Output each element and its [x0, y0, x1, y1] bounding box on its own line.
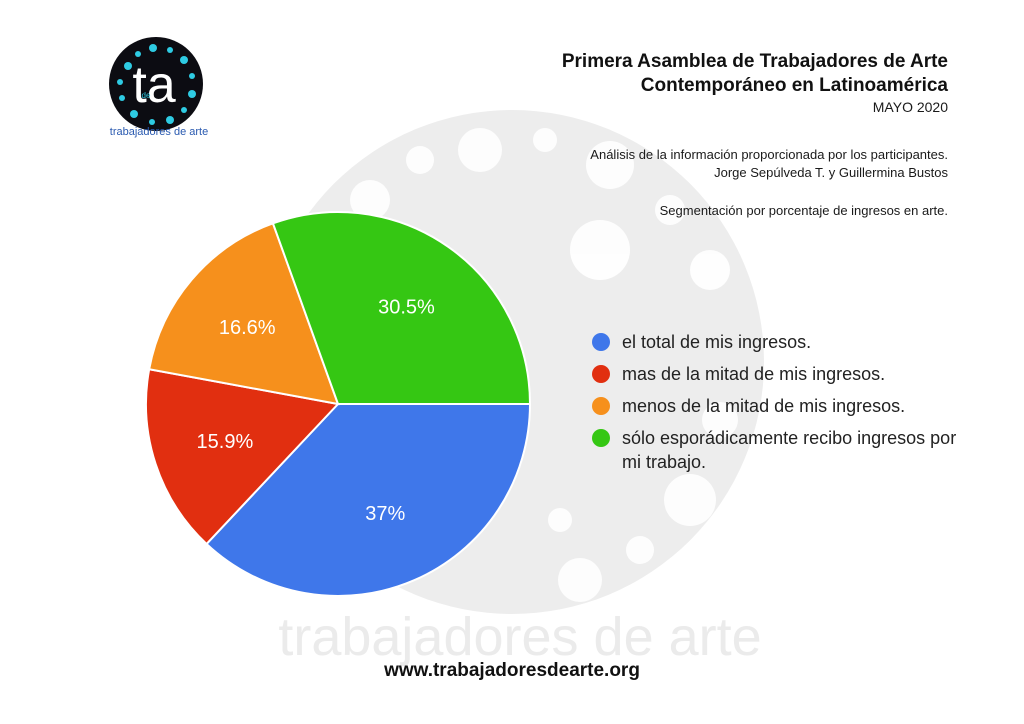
pie-slice-label: 37%: [365, 503, 405, 525]
legend-item: el total de mis ingresos.: [592, 330, 972, 354]
date-label: MAYO 2020: [872, 99, 948, 115]
legend-swatch-icon: [592, 333, 610, 351]
legend-label: sólo esporádicamente recibo ingresos por…: [622, 428, 957, 472]
legend-swatch-icon: [592, 429, 610, 447]
logo-letters: ta: [132, 56, 175, 114]
legend-item: menos de la mitad de mis ingresos.: [592, 394, 972, 418]
page-title-line1: Primera Asamblea de Trabajadores de Arte: [561, 51, 948, 72]
pie-slice: [205, 403, 532, 597]
credits-line1: Análisis de la información proporcionada…: [590, 147, 948, 162]
legend-swatch-icon: [592, 365, 610, 383]
legend-label: menos de la mitad de mis ingresos.: [622, 396, 906, 416]
logo-caption: trabajadores de arte: [109, 126, 209, 138]
header: Primera Asamblea de Trabajadores de Arte…: [562, 50, 948, 116]
footer-url: www.trabajadoresdearte.org: [384, 660, 640, 681]
logo: ta de: [109, 37, 203, 131]
page-title-line2: Contemporáneo en Latinoamérica: [640, 75, 948, 96]
watermark-text: trabajadores de arte: [278, 607, 761, 667]
segment-description: Segmentación por porcentaje de ingresos …: [659, 203, 948, 218]
pie-slice-label: 15.9%: [197, 431, 254, 453]
credits: Análisis de la información proporcionada…: [590, 146, 948, 182]
legend-item: sólo esporádicamente recibo ingresos por…: [592, 426, 972, 474]
credits-line2: Jorge Sepúlveda T. y Guillermina Bustos: [714, 165, 948, 180]
legend-swatch-icon: [592, 397, 610, 415]
pie-slice-label: 16.6%: [219, 317, 276, 339]
pie-slice: [145, 368, 340, 546]
pie-slice-label: 30.5%: [378, 297, 435, 319]
pie-slice: [271, 211, 532, 405]
pie-slice: [148, 222, 340, 406]
chart-legend: el total de mis ingresos. mas de la mita…: [592, 330, 972, 482]
legend-item: mas de la mitad de mis ingresos.: [592, 362, 972, 386]
legend-label: mas de la mitad de mis ingresos.: [622, 364, 886, 384]
logo-small-text: de: [142, 91, 151, 100]
legend-label: el total de mis ingresos.: [622, 332, 812, 352]
